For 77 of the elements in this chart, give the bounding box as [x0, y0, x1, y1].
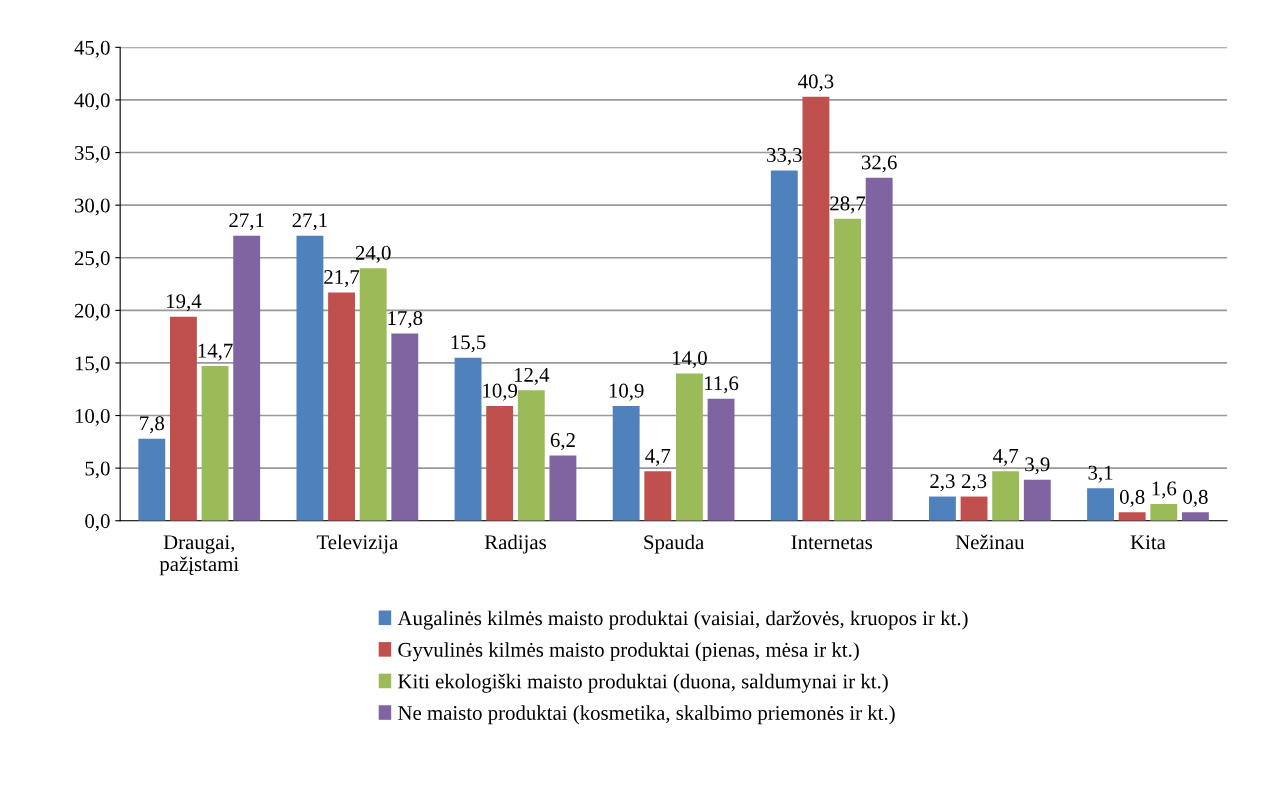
legend-label: Ne maisto produktai (kosmetika, skalbimo priemonės ir kt.)	[398, 705, 895, 725]
data-label: 1,6	[1152, 481, 1177, 499]
bar	[865, 177, 893, 521]
data-label: 27,1	[292, 213, 327, 231]
data-label: 17,8	[388, 311, 423, 329]
data-label: 24,0	[355, 245, 391, 263]
data-label: 3,9	[1025, 457, 1050, 475]
bar	[992, 471, 1020, 521]
x-tick-label: Draugai, pažįstami	[159, 535, 239, 576]
data-label: 4,7	[645, 448, 671, 466]
data-label: 14,0	[673, 351, 707, 369]
bar	[802, 96, 830, 521]
y-tick-label: 35,0	[74, 145, 110, 163]
data-label: 11,6	[705, 376, 739, 394]
data-label: 0,8	[1183, 489, 1208, 507]
data-label: 6,2	[550, 433, 575, 451]
data-label: 0,8	[1119, 489, 1145, 507]
bar	[359, 268, 387, 521]
bar	[960, 496, 988, 521]
y-tick-label: 25,0	[74, 251, 110, 269]
bar	[169, 316, 197, 521]
data-label: 21,7	[324, 270, 360, 288]
bar	[138, 438, 166, 521]
y-tick-label: 0,0	[85, 514, 110, 532]
bar	[201, 366, 229, 521]
data-label: 32,6	[861, 155, 897, 173]
bar	[1023, 479, 1051, 521]
data-label: 4,7	[993, 448, 1019, 466]
bar	[612, 406, 640, 521]
x-tick-label: Spauda	[644, 534, 704, 554]
legend-label: Kiti ekologiški maisto produktai (duona, saldumynai ir kt.)	[398, 673, 888, 693]
bar	[486, 406, 514, 521]
data-label: 7,8	[140, 416, 165, 434]
y-tick-label: 15,0	[75, 356, 110, 374]
bar	[707, 398, 735, 521]
data-label: 2,3	[961, 474, 987, 492]
data-label: 12,4	[514, 367, 550, 385]
bar	[644, 471, 672, 521]
y-tick-label: 30,0	[74, 198, 110, 216]
bar	[1087, 488, 1114, 521]
bar	[675, 373, 703, 521]
bar	[1150, 503, 1178, 521]
bar	[454, 357, 482, 521]
data-label: 10,9	[609, 383, 644, 401]
y-tick-label: 5,0	[85, 461, 110, 479]
data-label: 10,9	[483, 383, 518, 401]
data-label: 15,5	[451, 335, 486, 353]
y-tick-label: 40,0	[74, 93, 110, 111]
y-tick-label: 10,0	[75, 408, 110, 426]
data-label: 14,7	[198, 343, 233, 361]
data-label: 19,4	[167, 294, 202, 312]
legend-label: Gyvulinės kilmės maisto produktai (pienas, mėsa ir kt.)	[398, 642, 859, 662]
data-label: 3,1	[1088, 465, 1113, 483]
x-tick-label: Televizija	[316, 534, 398, 554]
bar	[834, 218, 861, 521]
bar	[391, 333, 419, 521]
x-tick-label: Nežinau	[955, 534, 1025, 550]
bar	[1181, 512, 1209, 521]
legend-label: Augalinės kilmės maisto produktai (vaisiai, daržovės, kruopos ir kt.)	[397, 610, 968, 630]
bar	[770, 170, 798, 521]
data-label: 2,3	[930, 474, 955, 492]
x-tick-label: Kita	[1130, 535, 1166, 550]
data-label: 27,1	[229, 213, 264, 231]
data-label: 33,3	[767, 148, 802, 166]
data-label: 28,7	[830, 196, 866, 214]
y-tick-label: 45,0	[74, 40, 110, 58]
bar	[328, 292, 355, 521]
x-tick-label: Radijas	[484, 534, 546, 554]
bar	[549, 455, 577, 521]
bar	[1118, 512, 1146, 521]
bar	[233, 235, 261, 521]
data-label: 40,3	[798, 74, 834, 92]
y-tick-label: 20,0	[74, 303, 110, 321]
bar	[517, 390, 545, 521]
bar	[296, 235, 324, 521]
bar	[928, 496, 956, 521]
x-tick-label: Internetas	[791, 535, 873, 550]
